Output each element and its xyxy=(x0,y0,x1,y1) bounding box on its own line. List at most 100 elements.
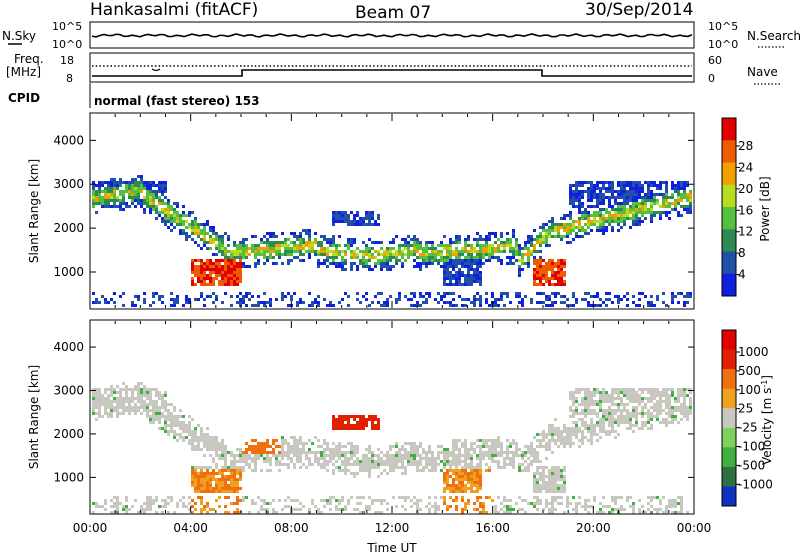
scatter-cell xyxy=(479,277,482,280)
scatter-cell xyxy=(140,181,143,184)
scatter-cell xyxy=(155,292,158,295)
scatter-cell xyxy=(509,457,512,460)
scatter-cell xyxy=(662,496,665,499)
scatter-cell xyxy=(374,511,377,514)
scatter-cell xyxy=(638,400,641,403)
scatter-cell xyxy=(554,226,557,229)
scatter-cell xyxy=(518,259,521,262)
scatter-cell xyxy=(482,256,485,259)
scatter-cell xyxy=(290,445,293,448)
colorbar-tick-label: 1000 xyxy=(738,345,769,359)
scatter-cell xyxy=(347,244,350,247)
scatter-cell xyxy=(368,451,371,454)
scatter-cell xyxy=(170,427,173,430)
scatter-cell xyxy=(587,406,590,409)
scatter-cell xyxy=(383,259,386,262)
scatter-cell xyxy=(269,298,272,301)
scatter-cell xyxy=(632,388,635,391)
scatter-cell xyxy=(539,466,542,469)
scatter-cell xyxy=(185,436,188,439)
scatter-cell xyxy=(137,199,140,202)
scatter-cell xyxy=(491,499,494,502)
scatter-cell xyxy=(575,301,578,304)
scatter-cell xyxy=(551,511,554,514)
scatter-cell xyxy=(371,463,374,466)
scatter-cell xyxy=(536,499,539,502)
scatter-cell xyxy=(299,250,302,253)
scatter-cell xyxy=(344,211,347,214)
scatter-cell xyxy=(683,184,686,187)
scatter-cell xyxy=(362,250,365,253)
scatter-cell xyxy=(449,451,452,454)
scatter-cell xyxy=(563,478,566,481)
scatter-cell xyxy=(485,238,488,241)
scatter-cell xyxy=(644,193,647,196)
scatter-cell xyxy=(458,277,461,280)
scatter-cell xyxy=(518,508,521,511)
scatter-cell xyxy=(563,430,566,433)
scatter-cell xyxy=(491,460,494,463)
scatter-cell xyxy=(227,271,230,274)
scatter-cell xyxy=(434,298,437,301)
scatter-cell xyxy=(608,205,611,208)
scatter-cell xyxy=(338,448,341,451)
scatter-cell xyxy=(95,190,98,193)
scatter-cell xyxy=(164,403,167,406)
scatter-cell xyxy=(590,418,593,421)
scatter-cell xyxy=(323,454,326,457)
scatter-cell xyxy=(461,496,464,499)
scatter-cell xyxy=(635,184,638,187)
scatter-cell xyxy=(617,421,620,424)
scatter-cell xyxy=(593,193,596,196)
scatter-cell xyxy=(224,247,227,250)
scatter-cell xyxy=(164,499,167,502)
scatter-cell xyxy=(551,301,554,304)
scatter-cell xyxy=(500,244,503,247)
scatter-cell xyxy=(389,250,392,253)
scatter-cell xyxy=(329,496,332,499)
scatter-cell xyxy=(638,220,641,223)
scatter-cell xyxy=(206,469,209,472)
scatter-cell xyxy=(566,439,569,442)
scatter-cell xyxy=(98,397,101,400)
scatter-cell xyxy=(278,463,281,466)
scatter-cell xyxy=(446,262,449,265)
scatter-cell xyxy=(635,214,638,217)
scatter-cell xyxy=(194,484,197,487)
scatter-cell xyxy=(362,469,365,472)
scatter-cell xyxy=(152,418,155,421)
scatter-cell xyxy=(95,301,98,304)
scatter-cell xyxy=(401,253,404,256)
scatter-cell xyxy=(191,442,194,445)
scatter-cell xyxy=(215,448,218,451)
scatter-cell xyxy=(419,253,422,256)
scatter-cell xyxy=(164,211,167,214)
scatter-cell xyxy=(260,445,263,448)
scatter-cell xyxy=(458,481,461,484)
scatter-cell xyxy=(155,418,158,421)
scatter-cell xyxy=(563,226,566,229)
scatter-cell xyxy=(341,451,344,454)
scatter-cell xyxy=(269,451,272,454)
scatter-cell xyxy=(131,199,134,202)
colorbar-cell xyxy=(722,140,736,163)
scatter-cell xyxy=(191,475,194,478)
scatter-cell xyxy=(257,301,260,304)
scatter-cell xyxy=(473,466,476,469)
scatter-cell xyxy=(557,259,560,262)
scatter-cell xyxy=(647,184,650,187)
scatter-cell xyxy=(554,433,557,436)
scatter-cell xyxy=(485,496,488,499)
scatter-cell xyxy=(497,304,500,307)
scatter-cell xyxy=(458,448,461,451)
scatter-cell xyxy=(161,202,164,205)
scatter-cell xyxy=(227,469,230,472)
scatter-cell xyxy=(212,238,215,241)
scatter-cell xyxy=(257,496,260,499)
scatter-cell xyxy=(590,409,593,412)
scatter-cell xyxy=(500,292,503,295)
scatter-cell xyxy=(266,508,269,511)
freq-left-tick-bottom: 8 xyxy=(66,72,73,85)
scatter-cell xyxy=(476,256,479,259)
scatter-cell xyxy=(191,418,194,421)
